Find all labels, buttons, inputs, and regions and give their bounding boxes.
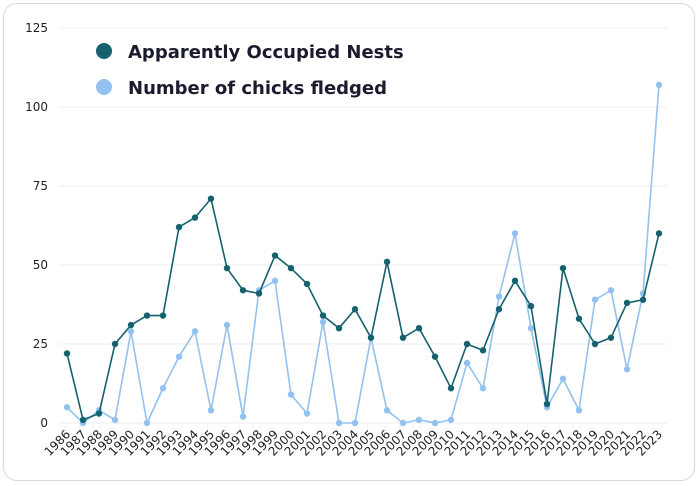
data-point (495, 293, 503, 300)
data-point (271, 277, 279, 284)
y-tick-label: 100 (25, 100, 48, 114)
data-point (383, 407, 391, 414)
data-point (415, 325, 423, 332)
data-point (623, 366, 631, 373)
data-point (559, 375, 567, 382)
data-point (479, 385, 487, 392)
data-point (527, 325, 535, 332)
data-point (623, 299, 631, 307)
data-point (319, 318, 327, 326)
legend-swatch-nests (96, 43, 112, 59)
data-point (239, 413, 247, 420)
data-point (495, 306, 503, 313)
legend-label-nests: Apparently Occupied Nests (128, 42, 404, 63)
data-point (287, 391, 295, 398)
data-point (303, 410, 311, 417)
data-point (159, 312, 167, 319)
data-point (511, 277, 519, 284)
data-point (543, 400, 551, 408)
data-point (447, 385, 455, 392)
y-tick-label: 25 (33, 337, 48, 351)
series-group (63, 81, 663, 427)
data-point (223, 264, 231, 272)
data-point (607, 334, 615, 341)
x-axis-ticks: 1986198719881989199019911992199319941995… (42, 427, 665, 458)
series-line (66, 197, 660, 421)
y-tick-label: 50 (33, 258, 48, 272)
data-point (255, 290, 263, 297)
series-nests (63, 195, 663, 424)
data-point (479, 347, 487, 354)
data-point (447, 416, 455, 424)
series-chicks (63, 81, 663, 427)
data-point (303, 280, 311, 288)
y-tick-label: 125 (25, 21, 48, 35)
data-point (175, 353, 183, 360)
data-point (143, 419, 151, 427)
data-point (527, 302, 535, 310)
data-point (575, 315, 583, 322)
data-point (207, 195, 215, 202)
data-point (431, 353, 439, 360)
data-point (111, 416, 119, 424)
data-point (207, 407, 215, 414)
series-line (66, 84, 660, 424)
data-point (463, 359, 471, 367)
data-point (399, 419, 407, 427)
data-point (191, 328, 199, 335)
data-point (79, 416, 87, 424)
data-point (111, 340, 119, 348)
y-axis-ticks: 0 25 50 75 100 125 (25, 21, 48, 430)
data-point (159, 385, 167, 392)
grid-lines (59, 27, 667, 424)
data-point (127, 328, 135, 335)
data-point (591, 340, 599, 348)
data-point (655, 81, 663, 89)
data-point (63, 350, 71, 357)
data-point (335, 419, 343, 427)
data-point (399, 334, 407, 341)
data-point (319, 312, 327, 319)
data-point (175, 223, 183, 231)
data-point (383, 258, 391, 266)
y-tick-label: 75 (33, 179, 48, 193)
data-point (191, 214, 199, 221)
data-point (591, 296, 599, 303)
data-point (287, 264, 295, 272)
data-point (143, 312, 151, 319)
data-point (335, 325, 343, 332)
legend-label-chicks: Number of chicks fledged (128, 78, 387, 99)
data-point (639, 296, 647, 303)
data-point (271, 252, 279, 259)
data-point (127, 321, 135, 329)
legend-swatch-chicks (96, 79, 112, 95)
data-point (575, 407, 583, 414)
data-point (463, 340, 471, 348)
data-point (95, 410, 103, 417)
data-point (63, 404, 71, 411)
data-point (239, 287, 247, 294)
legend: Apparently Occupied Nests Number of chic… (96, 42, 404, 99)
y-tick-label: 0 (40, 416, 48, 430)
data-point (431, 419, 439, 427)
data-point (607, 287, 615, 294)
data-point (367, 334, 375, 341)
data-point (415, 416, 423, 424)
data-point (559, 264, 567, 272)
data-point (223, 321, 231, 329)
data-point (511, 230, 519, 237)
data-point (351, 419, 359, 427)
data-point (351, 306, 359, 313)
data-point (655, 230, 663, 237)
